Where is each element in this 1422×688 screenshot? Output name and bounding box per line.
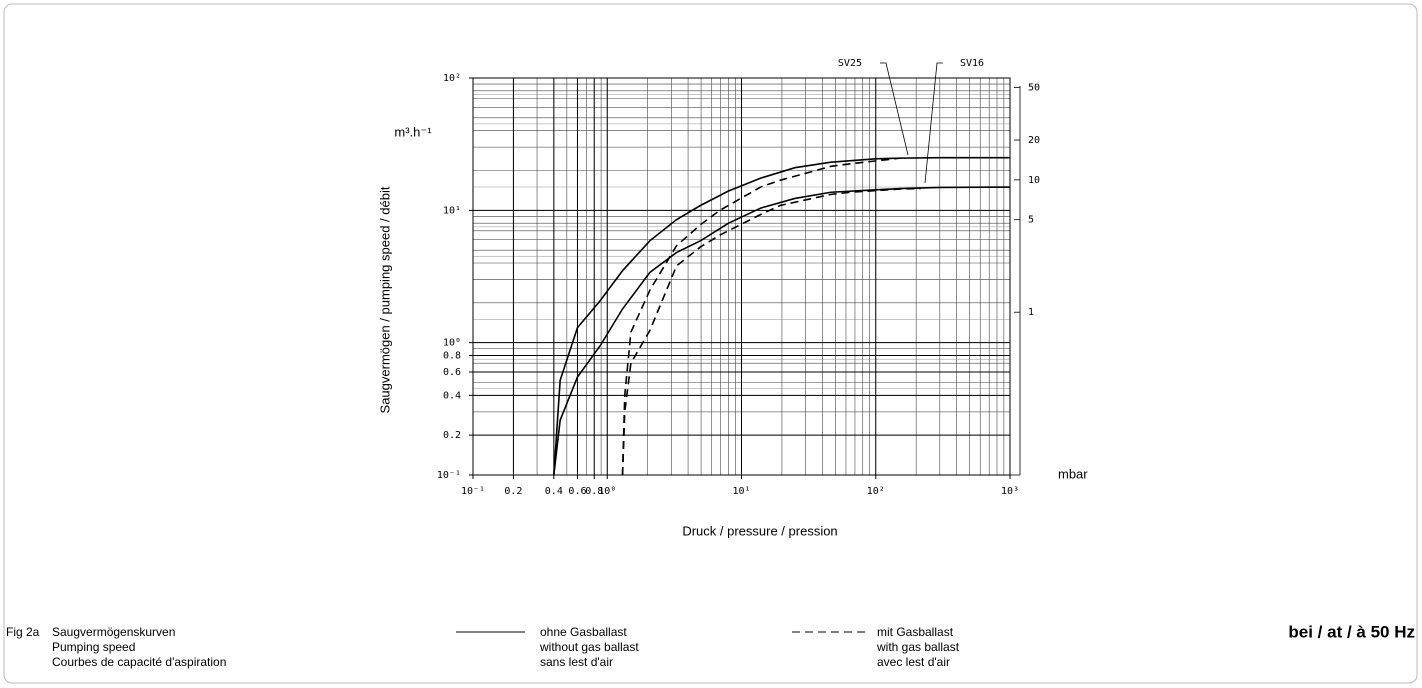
y2-tick-label: 20 [1028, 135, 1040, 146]
y-tick-label: 10¹ [443, 205, 461, 216]
legend-text: without gas ballast [539, 640, 639, 654]
y-tick-label: 10⁻¹ [437, 470, 461, 481]
legend-text: ohne Gasballast [540, 625, 627, 639]
annotation-arrow [924, 62, 943, 184]
y2-tick-label: 10 [1028, 175, 1040, 186]
x-tick-label: 0.8 [585, 486, 603, 497]
y-tick-label: 10⁰ [443, 338, 461, 349]
x-tick-label: 10¹ [732, 486, 750, 497]
x-unit: mbar [1058, 466, 1088, 481]
frequency-note: bei / at / à 50 Hz [1288, 622, 1415, 641]
curve [621, 187, 921, 476]
curve [621, 157, 901, 476]
annotation-arrow [880, 62, 909, 156]
legend-text: mit Gasballast [877, 625, 954, 639]
curve [553, 156, 1010, 476]
caption-line: Courbes de capacité d'aspiration [52, 655, 226, 669]
caption-line: Pumping speed [52, 640, 135, 654]
y2-tick-label: 1 [1028, 307, 1034, 318]
x-tick-label: 0.2 [504, 486, 522, 497]
x-tick-label: 10³ [1001, 486, 1019, 497]
y-tick-label: 10² [443, 73, 461, 84]
x-tick-label: 10⁰ [598, 486, 616, 497]
legend-text: sans lest d'air [540, 655, 613, 669]
page-frame [3, 3, 1418, 684]
legend-text: with gas ballast [876, 640, 960, 654]
x-tick-label: 0.4 [545, 486, 563, 497]
x-tick-label: 10⁻¹ [461, 486, 485, 497]
y-tick-label: 0.8 [443, 350, 461, 361]
y-tick-label: 0.6 [443, 367, 461, 378]
y-tick-label: 0.2 [443, 430, 461, 441]
y-axis-label: Saugvermögen / pumping speed / débit [377, 186, 392, 413]
y-unit: m³.h⁻¹ [394, 124, 432, 139]
y2-tick-label: 50 [1028, 82, 1040, 93]
annotation: SV16 [960, 58, 984, 69]
y-tick-label: 0.4 [443, 390, 461, 401]
x-tick-label: 0.6 [568, 486, 586, 497]
x-tick-label: 10² [867, 486, 885, 497]
annotation: SV25 [838, 58, 862, 69]
caption-label: Fig 2a [6, 625, 40, 639]
y2-tick-label: 5 [1028, 215, 1034, 226]
caption-line: Saugvermögenskurven [52, 625, 175, 639]
legend-text: avec lest d'air [877, 655, 950, 669]
x-axis-label: Druck / pressure / pression [682, 523, 837, 538]
